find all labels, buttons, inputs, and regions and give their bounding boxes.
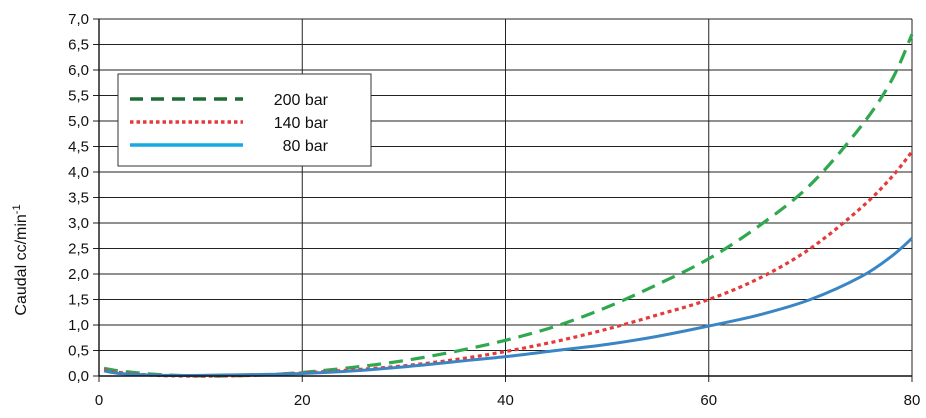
x-tick-label: 40 xyxy=(497,392,514,409)
legend-label: 200 bar xyxy=(274,92,329,109)
series-line-200-bar xyxy=(103,33,914,378)
series-line-140-bar xyxy=(103,150,914,378)
series-line-80-bar xyxy=(103,237,913,377)
legend: 200 bar 140 bar 80 bar xyxy=(117,73,372,167)
legend-box xyxy=(117,73,372,167)
y-tick-label: 2,0 xyxy=(68,266,89,283)
legend-label: 140 bar xyxy=(274,115,329,132)
y-tick-label: 5,0 xyxy=(68,113,89,130)
x-tick-label: 20 xyxy=(294,392,311,409)
tick-labels: 0,0 0,5 1,0 1,5 2,0 2,5 3,0 3,5 4,0 4,5 5,0 5,5 6,0 6… xyxy=(68,11,920,409)
y-axis-label: Caudal cc/min-1 xyxy=(11,204,30,315)
y-tick-label: 0,0 xyxy=(68,368,89,385)
y-tick-label: 7,0 xyxy=(68,11,89,28)
x-tick-label: 80 xyxy=(904,392,921,409)
y-tick-label: 3,0 xyxy=(68,215,89,232)
x-tick-label: 0 xyxy=(95,392,103,409)
y-tick-label: 4,0 xyxy=(68,164,89,181)
y-tick-label: 6,5 xyxy=(68,37,89,54)
y-tick-label: 5,5 xyxy=(68,88,89,105)
y-tick-label: 1,5 xyxy=(68,292,89,309)
grid xyxy=(98,18,913,377)
y-tick-label: 0,5 xyxy=(68,343,89,360)
y-axis-label-superscript: -1 xyxy=(11,204,23,214)
y-tick-label: 4,5 xyxy=(68,139,89,156)
y-axis-label-text: Caudal cc/min xyxy=(13,214,30,315)
x-tick-label: 60 xyxy=(700,392,717,409)
axes xyxy=(93,18,913,382)
y-tick-label: 1,0 xyxy=(68,317,89,334)
y-tick-label: 6,0 xyxy=(68,62,89,79)
legend-label: 80 bar xyxy=(283,138,329,155)
y-tick-label: 2,5 xyxy=(68,241,89,258)
y-tick-label: 3,5 xyxy=(68,190,89,207)
